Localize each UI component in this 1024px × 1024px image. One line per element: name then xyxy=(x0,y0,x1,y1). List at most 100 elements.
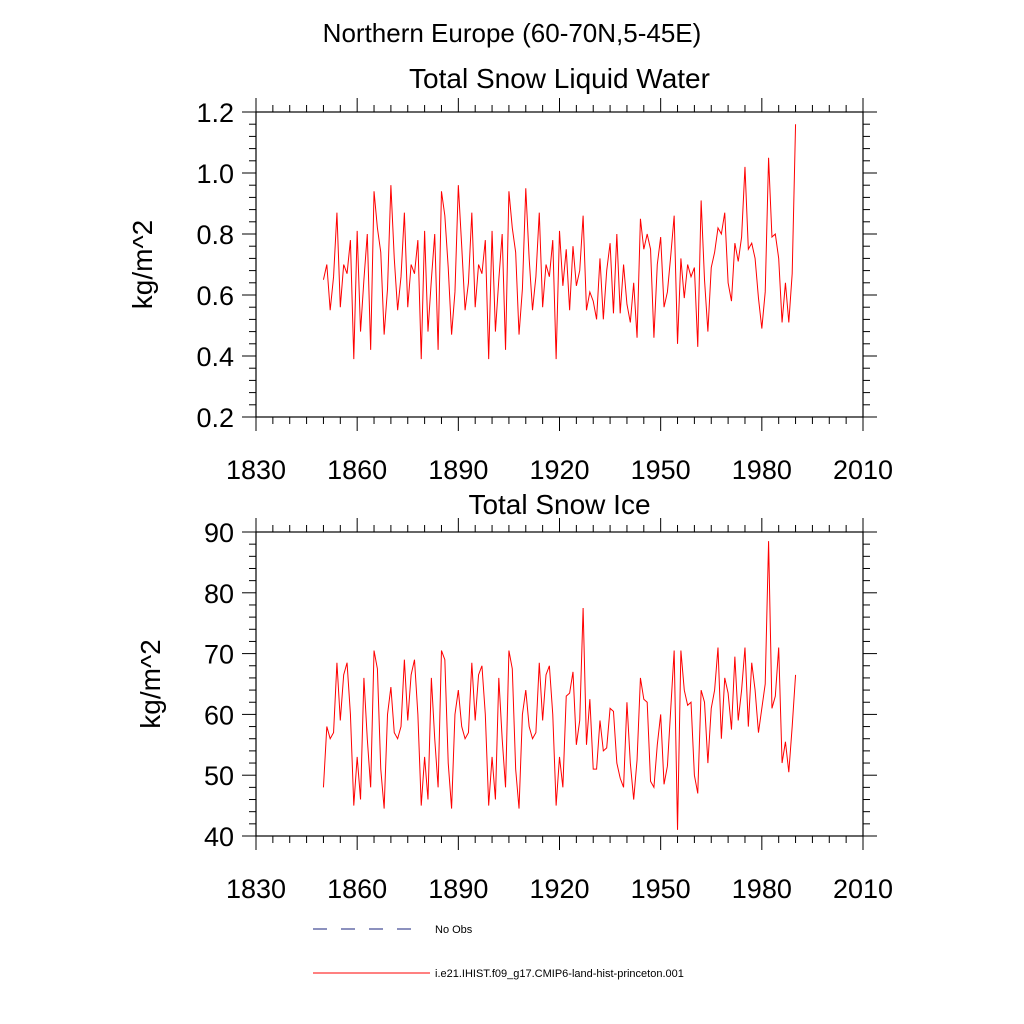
data-point-snow-liquid-water xyxy=(616,233,617,234)
chart-title-snow-liquid-water: Total Snow Liquid Water xyxy=(409,63,710,94)
data-point-snow-liquid-water xyxy=(323,279,324,280)
x-tick-label-snow-ice: 1860 xyxy=(327,874,387,904)
data-point-snow-liquid-water xyxy=(343,264,344,265)
data-point-snow-liquid-water xyxy=(414,273,415,274)
data-point-snow-liquid-water xyxy=(326,264,327,265)
data-point-snow-liquid-water xyxy=(778,258,779,259)
data-point-snow-liquid-water xyxy=(593,301,594,302)
data-point-snow-ice xyxy=(758,732,759,733)
data-point-snow-liquid-water xyxy=(451,334,452,335)
x-tick-label-snow-ice: 2010 xyxy=(833,874,893,904)
data-point-snow-ice xyxy=(572,671,573,672)
data-point-snow-liquid-water xyxy=(417,240,418,241)
data-point-snow-liquid-water xyxy=(485,240,486,241)
data-point-snow-ice xyxy=(394,732,395,733)
data-point-snow-ice xyxy=(724,677,725,678)
data-point-snow-ice xyxy=(616,762,617,763)
data-point-snow-liquid-water xyxy=(448,267,449,268)
data-point-snow-ice xyxy=(363,677,364,678)
data-point-snow-liquid-water xyxy=(626,304,627,305)
data-point-snow-liquid-water xyxy=(717,227,718,228)
data-point-snow-liquid-water xyxy=(491,230,492,231)
data-point-snow-liquid-water xyxy=(704,279,705,280)
data-point-snow-liquid-water xyxy=(751,243,752,244)
data-point-snow-ice xyxy=(461,726,462,727)
data-point-snow-liquid-water xyxy=(701,200,702,201)
data-point-snow-ice xyxy=(633,799,634,800)
data-point-snow-liquid-water xyxy=(707,331,708,332)
data-point-snow-ice xyxy=(721,738,722,739)
data-point-snow-liquid-water xyxy=(633,282,634,283)
data-point-snow-liquid-water xyxy=(711,267,712,268)
y-tick-label-snow-liquid-water: 0.8 xyxy=(196,220,234,250)
data-point-snow-liquid-water xyxy=(684,297,685,298)
data-point-snow-liquid-water xyxy=(373,191,374,192)
data-point-snow-liquid-water xyxy=(407,307,408,308)
data-point-snow-ice xyxy=(370,787,371,788)
data-point-snow-ice xyxy=(674,650,675,651)
data-point-snow-ice xyxy=(741,689,742,690)
chart-title-snow-ice: Total Snow Ice xyxy=(468,489,650,520)
data-point-snow-liquid-water xyxy=(458,185,459,186)
data-point-snow-ice xyxy=(485,714,486,715)
data-point-snow-liquid-water xyxy=(643,249,644,250)
data-point-snow-ice xyxy=(684,689,685,690)
data-point-snow-ice xyxy=(626,702,627,703)
data-point-snow-liquid-water xyxy=(599,258,600,259)
data-point-snow-liquid-water xyxy=(576,285,577,286)
y-tick-label-snow-ice: 40 xyxy=(204,822,234,852)
data-point-snow-ice xyxy=(539,662,540,663)
data-point-snow-ice xyxy=(596,769,597,770)
data-point-snow-liquid-water xyxy=(478,264,479,265)
data-point-snow-liquid-water xyxy=(556,358,557,359)
data-point-snow-ice xyxy=(552,714,553,715)
data-point-snow-liquid-water xyxy=(370,349,371,350)
data-point-snow-ice xyxy=(454,714,455,715)
data-point-snow-ice xyxy=(613,711,614,712)
x-tick-label-snow-liquid-water: 1950 xyxy=(631,455,691,485)
data-point-snow-ice xyxy=(754,689,755,690)
data-point-snow-ice xyxy=(475,720,476,721)
data-point-snow-ice xyxy=(653,787,654,788)
data-point-snow-ice xyxy=(357,756,358,757)
data-point-snow-liquid-water xyxy=(670,255,671,256)
data-point-snow-ice xyxy=(400,726,401,727)
data-point-snow-liquid-water xyxy=(384,334,385,335)
data-point-snow-ice xyxy=(522,714,523,715)
data-point-snow-ice xyxy=(346,662,347,663)
data-point-snow-liquid-water xyxy=(771,236,772,237)
data-point-snow-liquid-water xyxy=(404,212,405,213)
data-point-snow-ice xyxy=(748,726,749,727)
series-line-snow-ice xyxy=(322,541,797,830)
data-point-snow-ice xyxy=(434,738,435,739)
data-point-snow-ice xyxy=(636,759,637,760)
data-point-snow-ice xyxy=(734,656,735,657)
data-point-snow-ice xyxy=(647,702,648,703)
plot-frame-snow-liquid-water xyxy=(255,111,864,418)
data-point-snow-ice xyxy=(566,696,567,697)
data-point-snow-liquid-water xyxy=(761,328,762,329)
data-point-snow-liquid-water xyxy=(697,346,698,347)
data-point-snow-liquid-water xyxy=(663,307,664,308)
data-point-snow-ice xyxy=(448,762,449,763)
data-point-snow-ice xyxy=(481,665,482,666)
data-point-snow-ice xyxy=(512,668,513,669)
data-point-snow-liquid-water xyxy=(781,322,782,323)
data-point-snow-liquid-water xyxy=(738,261,739,262)
data-point-snow-ice xyxy=(731,729,732,730)
data-point-snow-ice xyxy=(441,650,442,651)
data-point-snow-liquid-water xyxy=(775,233,776,234)
data-point-snow-liquid-water xyxy=(583,215,584,216)
data-point-snow-ice xyxy=(781,762,782,763)
y-axis-label-snow-liquid-water: kg/m^2 xyxy=(127,220,158,309)
y-tick-label-snow-liquid-water: 0.6 xyxy=(196,281,234,311)
data-point-snow-liquid-water xyxy=(660,236,661,237)
data-point-snow-ice xyxy=(589,699,590,700)
data-point-snow-liquid-water xyxy=(569,310,570,311)
data-point-snow-liquid-water xyxy=(690,276,691,277)
chart-panel-snow-ice: Total Snow Ice 1830 1860 1890 1920 1950 1980 20… xyxy=(135,489,893,904)
data-point-snow-ice xyxy=(677,829,678,830)
data-point-snow-ice xyxy=(438,787,439,788)
data-point-snow-ice xyxy=(397,738,398,739)
data-point-snow-liquid-water xyxy=(609,243,610,244)
